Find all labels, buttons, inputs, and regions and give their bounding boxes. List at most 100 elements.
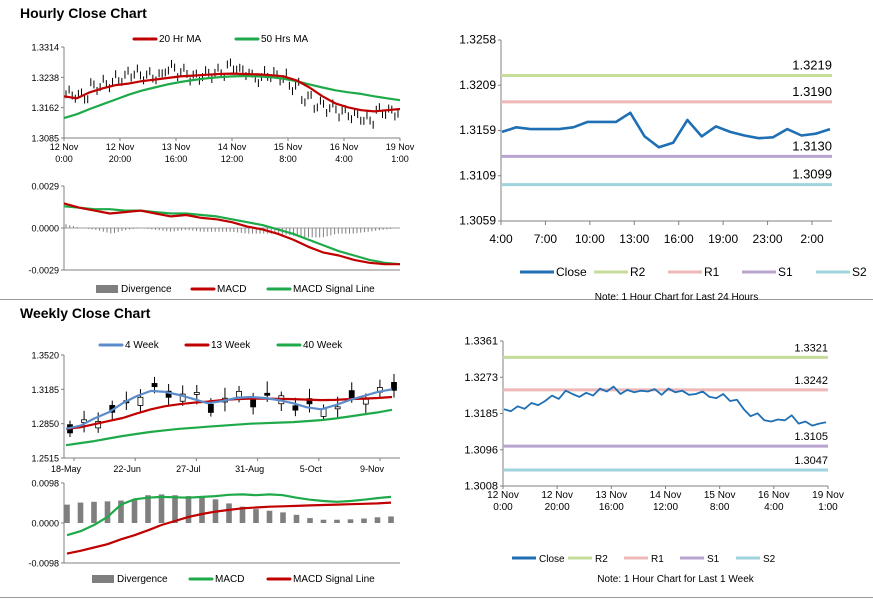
hourly-macd-legend-label: MACD xyxy=(217,284,246,295)
weekly-levels-x-tick-label: 20:00 xyxy=(545,502,570,513)
weekly-levels-x-tick-label: 16:00 xyxy=(599,502,624,513)
hourly-macd-legend-label: MACD Signal Line xyxy=(293,284,375,295)
weekly-divergence-bar xyxy=(64,504,70,523)
hourly-levels-x-tick-label: 19:00 xyxy=(708,232,738,246)
hourly-levels-close-line xyxy=(501,111,831,149)
hourly-price-legend-label: 50 Hrs MA xyxy=(261,34,309,45)
weekly-divergence-bar xyxy=(158,494,165,523)
weekly-levels-x-tick-label: 0:00 xyxy=(493,502,513,513)
weekly-levels-x-tick-label: 13 Nov xyxy=(595,490,627,501)
weekly-levels-x-tick-label: 12 Nov xyxy=(487,490,519,501)
weekly-candle-body xyxy=(292,405,299,411)
weekly-price-x-tick-label: 5-Oct xyxy=(300,464,323,474)
hourly-price-x-tick-label: 14 Nov xyxy=(218,142,247,152)
weekly-levels-legend-label: R2 xyxy=(595,554,608,565)
weekly-40week-line xyxy=(65,408,393,447)
weekly-price-x-tick-label: 18-May xyxy=(51,464,82,474)
weekly-divergence-bar xyxy=(280,512,286,523)
weekly-divergence-bar xyxy=(118,500,124,523)
weekly-divergence-bar xyxy=(347,519,354,523)
weekly-divergence-bar xyxy=(388,516,394,523)
weekly-price-legend-label: 4 Week xyxy=(125,340,160,351)
hourly-price-y-tick-label: 1.3314 xyxy=(31,43,59,53)
weekly-levels-y-tick-label: 1.3096 xyxy=(464,444,498,456)
weekly-candle-body xyxy=(81,419,87,423)
weekly-divergence-bar xyxy=(253,509,259,523)
weekly-levels-x-tick-label: 12:00 xyxy=(653,502,678,513)
weekly-candle-body xyxy=(250,399,257,408)
weekly-divergence-bar xyxy=(145,495,151,523)
hourly-price-x-tick-label: 16:00 xyxy=(165,154,188,164)
weekly-price-y-tick-label: 1.3185 xyxy=(31,385,59,395)
weekly-price-y-tick-label: 1.2850 xyxy=(31,419,59,429)
hourly-macd-legend-label: Divergence xyxy=(121,284,172,295)
weekly-macd-y-tick-label: -0.0098 xyxy=(28,559,59,569)
weekly-macd-line xyxy=(66,493,392,537)
weekly-price-legend-label: 40 Week xyxy=(303,340,343,351)
hourly-levels-level-s1-label: 1.3130 xyxy=(792,138,832,153)
weekly-divergence-bar xyxy=(104,501,111,523)
hourly-levels-note: Note: 1 Hour Chart for Last 24 Hours xyxy=(595,292,758,303)
hourly-levels-x-tick-label: 10:00 xyxy=(575,232,605,246)
weekly-divergence-bar xyxy=(307,518,313,523)
weekly-levels-x-tick-label: 1:00 xyxy=(818,502,838,513)
hourly-levels-y-tick-label: 1.3159 xyxy=(459,123,496,137)
weekly-divergence-bar xyxy=(172,495,178,523)
weekly-levels-legend-label: R1 xyxy=(651,554,664,565)
weekly-levels-level-r1-label: 1.3242 xyxy=(794,375,828,387)
weekly-macd-legend-label: MACD Signal Line xyxy=(293,574,375,585)
weekly-macd-y-tick-label: 0.0000 xyxy=(31,519,59,529)
hourly-price-x-tick-label: 8:00 xyxy=(279,154,297,164)
hourly-price-x-tick-label: 4:00 xyxy=(335,154,353,164)
hourly-levels-legend-label: Close xyxy=(556,265,587,279)
hourly-price-x-tick-label: 12 Nov xyxy=(106,142,135,152)
weekly-levels-legend-label: S2 xyxy=(763,554,776,565)
hourly-levels-level-s2-label: 1.3099 xyxy=(792,167,832,182)
weekly-divergence-bar xyxy=(293,514,300,523)
weekly-divergence-bar xyxy=(131,499,138,523)
hourly-levels-x-tick-label: 16:00 xyxy=(664,232,694,246)
hourly-macd-y-tick-label: -0.0029 xyxy=(28,266,59,276)
hourly-levels-y-tick-label: 1.3258 xyxy=(459,33,496,47)
hourly-section-title: Hourly Close Chart xyxy=(20,5,147,21)
hourly-levels-y-tick-label: 1.3059 xyxy=(459,214,496,228)
hourly-price-y-tick-label: 1.3085 xyxy=(31,134,59,144)
weekly-divergence-bar xyxy=(77,502,84,523)
hourly-levels-x-tick-label: 13:00 xyxy=(619,232,649,246)
weekly-levels-legend-label: Close xyxy=(539,554,565,565)
weekly-price-x-tick-label: 27-Jul xyxy=(176,464,201,474)
hourly-price-legend-label: 20 Hr MA xyxy=(159,34,202,45)
hourly-macd-legend-swatch xyxy=(96,285,118,293)
weekly-macd-legend-label: Divergence xyxy=(117,574,168,585)
hourly-levels-legend-label: S1 xyxy=(778,265,793,279)
weekly-candle-body xyxy=(193,392,200,395)
weekly-macd-y-tick-label: 0.0098 xyxy=(31,479,59,489)
weekly-candle-body xyxy=(236,390,242,398)
weekly-divergence-bar xyxy=(91,501,97,523)
weekly-candle-body xyxy=(207,403,214,413)
hourly-price-x-tick-label: 13 Nov xyxy=(162,142,191,152)
weekly-price-y-tick-label: 1.3520 xyxy=(31,351,59,361)
weekly-candle-body xyxy=(362,398,369,405)
weekly-divergence-bar xyxy=(334,519,340,523)
weekly-divergence-bar xyxy=(185,496,192,523)
weekly-levels-y-tick-label: 1.3361 xyxy=(464,336,498,348)
hourly-levels-legend-label: R2 xyxy=(630,265,646,279)
hourly-macd-y-tick-label: 0.0029 xyxy=(31,182,59,192)
hourly-20hr-ma-line xyxy=(63,72,401,113)
hourly-price-x-tick-label: 0:00 xyxy=(55,154,73,164)
hourly-levels-level-r2-label: 1.3219 xyxy=(792,57,832,72)
weekly-price-x-tick-label: 31-Aug xyxy=(235,464,264,474)
hourly-levels-x-tick-label: 2:00 xyxy=(800,232,824,246)
weekly-candle-body xyxy=(151,383,158,388)
weekly-price-x-tick-label: 22-Jun xyxy=(113,464,141,474)
hourly-levels-level-r1-label: 1.3190 xyxy=(792,84,832,99)
weekly-divergence-bar xyxy=(361,518,367,523)
weekly-price-legend-label: 13 Week xyxy=(211,340,251,351)
weekly-levels-level-s2-label: 1.3047 xyxy=(794,455,828,467)
hourly-macd-y-tick-label: 0.0000 xyxy=(31,224,59,234)
hourly-price-x-tick-label: 19 Nov xyxy=(386,142,415,152)
weekly-levels-y-tick-label: 1.3273 xyxy=(464,372,498,384)
hourly-price-x-tick-label: 16 Nov xyxy=(330,142,359,152)
weekly-divergence-bar xyxy=(374,517,381,523)
